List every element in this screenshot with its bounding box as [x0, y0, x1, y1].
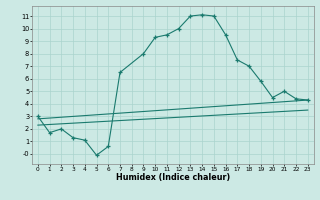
X-axis label: Humidex (Indice chaleur): Humidex (Indice chaleur) — [116, 173, 230, 182]
